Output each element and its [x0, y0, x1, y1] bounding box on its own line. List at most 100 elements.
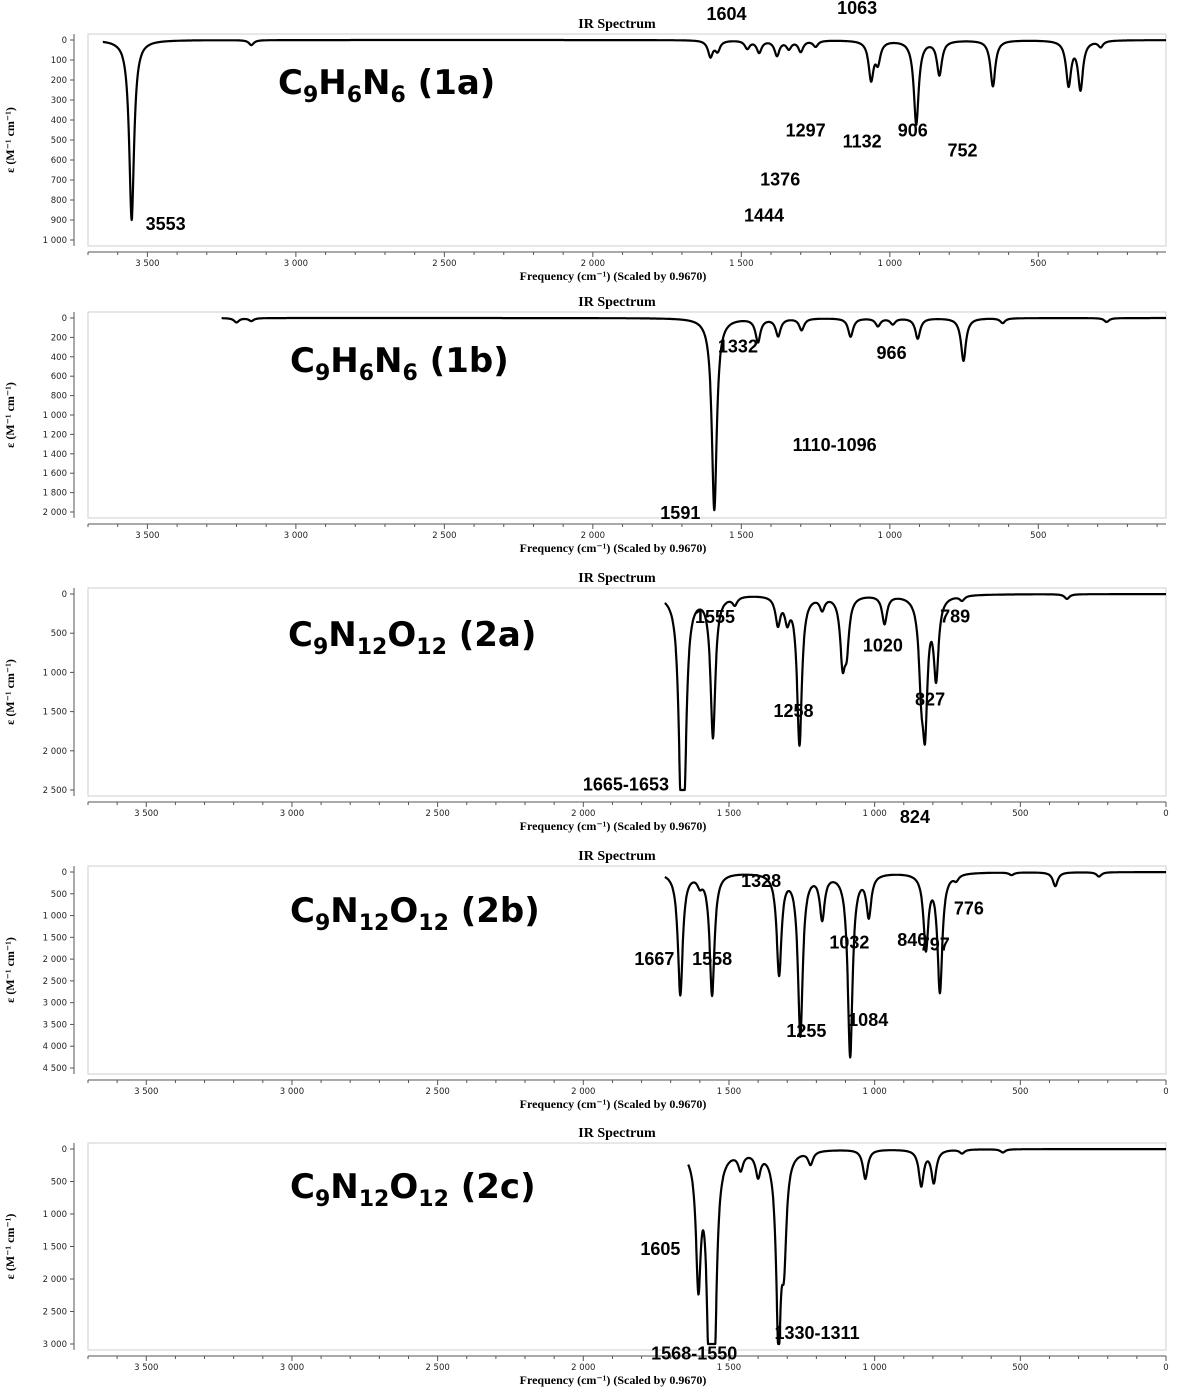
spectrum-panel-2: IR Spectrum 0 200 400 600 800 1 000 1 200 1 400 1…	[3, 120, 1167, 555]
y-tick-label: 600	[51, 156, 67, 166]
y-tick-label: 2 000	[43, 747, 67, 757]
x-tick-label: 3 500	[134, 1363, 158, 1373]
peak-label: 1328	[741, 871, 781, 891]
peak-label: 1063	[837, 0, 877, 18]
plot-frame	[87, 1142, 1167, 1351]
x-tick-label: 500	[1012, 809, 1028, 819]
x-axis-label: Frequency (cm⁻¹) (Scaled by 0.9670)	[520, 269, 707, 283]
peak-label: 1258	[773, 701, 813, 721]
y-tick-label: 100	[51, 56, 67, 66]
y-tick-label: 1 500	[43, 933, 67, 943]
x-tick-label: 1 000	[862, 1087, 886, 1097]
compound-label: C9H6N6 (1b)	[290, 341, 509, 386]
spectrum-panel-4: IR Spectrum 0 500 1 000 1 500 2 000 2 500 3 000…	[3, 635, 1169, 1111]
peak-label: 1110-1096	[793, 435, 877, 455]
compound-label: C9N12O12 (2a)	[288, 615, 536, 660]
y-tick-label: 2 000	[43, 955, 67, 965]
x-tick-label: 500	[1012, 1087, 1028, 1097]
x-tick-label: 0	[1163, 1087, 1168, 1097]
y-tick-label: 200	[51, 76, 67, 86]
peak-label: 1568-1550	[651, 1343, 737, 1363]
y-tick-label: 3 000	[43, 999, 67, 1009]
x-tick-label: 500	[1012, 1363, 1028, 1373]
spectrum-line	[687, 1148, 1167, 1346]
spectrum-panel-3: IR Spectrum 0 500 1 000 1 500 2 000 2 500 ε (M⁻…	[3, 336, 1169, 833]
y-tick-label: 1 600	[43, 469, 67, 479]
x-tick-label: 500	[1030, 531, 1046, 541]
y-tick-label: 2 500	[43, 786, 67, 796]
peak-label: 966	[877, 343, 907, 363]
peak-label: 1558	[692, 949, 732, 969]
x-tick-label: 1 000	[878, 259, 902, 269]
x-tick-label: 3 500	[134, 809, 158, 819]
y-tick-label: 1 200	[43, 430, 67, 440]
peak-label: 1297	[786, 121, 826, 141]
y-tick-label: 1 000	[43, 1210, 67, 1220]
peak-label: 840	[897, 930, 927, 950]
y-tick-label: 0	[62, 314, 67, 324]
x-axis-label: Frequency (cm⁻¹) (Scaled by 0.9670)	[520, 541, 707, 555]
x-tick-label: 2 000	[571, 809, 595, 819]
plot-frame	[87, 311, 1167, 519]
x-tick-label: 2 500	[432, 531, 456, 541]
y-tick-label: 1 000	[43, 668, 67, 678]
x-axis-label: Frequency (cm⁻¹) (Scaled by 0.9670)	[520, 819, 707, 833]
x-tick-label: 1 500	[729, 531, 753, 541]
chart-title: IR Spectrum	[578, 295, 656, 310]
y-tick-label: 3 000	[43, 1340, 67, 1350]
x-tick-label: 2 000	[571, 1087, 595, 1097]
y-tick-label: 500	[51, 1178, 67, 1188]
spectrum-line	[102, 38, 1167, 222]
y-tick-label: 4 500	[43, 1064, 67, 1074]
peak-label: 824	[900, 807, 930, 827]
y-tick-label: 2 500	[43, 977, 67, 987]
y-tick-label: 4 000	[43, 1042, 67, 1052]
plot-frame	[87, 865, 1167, 1075]
y-tick-label: 500	[51, 136, 67, 146]
x-axis-label: Frequency (cm⁻¹) (Scaled by 0.9670)	[520, 1373, 707, 1387]
peak-label: 1667	[634, 949, 674, 969]
peak-label: 1132	[843, 131, 882, 151]
chart-title: IR Spectrum	[578, 571, 656, 586]
peak-label: 797	[920, 935, 950, 955]
peak-label: 1255	[786, 1021, 826, 1041]
x-tick-label: 3 000	[284, 259, 308, 269]
x-tick-label: 1 500	[717, 1087, 741, 1097]
x-tick-label: 1 000	[862, 809, 886, 819]
peak-label: 1376	[760, 169, 800, 189]
y-tick-label: 1 000	[43, 411, 67, 421]
y-axis-label: ε (M⁻¹ cm⁻¹)	[3, 382, 17, 448]
plot-frame	[87, 33, 1167, 247]
chart-title: IR Spectrum	[578, 849, 656, 864]
x-tick-label: 2 500	[432, 259, 456, 269]
y-tick-label: 500	[51, 629, 67, 639]
x-tick-label: 3 500	[135, 259, 159, 269]
x-tick-label: 3 000	[280, 809, 304, 819]
y-tick-label: 200	[51, 333, 67, 343]
y-tick-label: 0	[62, 868, 67, 878]
y-axis-label: ε (M⁻¹ cm⁻¹)	[3, 937, 17, 1003]
y-axis-label: ε (M⁻¹ cm⁻¹)	[3, 1214, 17, 1280]
y-tick-label: 0	[62, 36, 67, 46]
x-tick-label: 2 500	[425, 1363, 449, 1373]
x-tick-label: 1 500	[729, 259, 753, 269]
y-axis-label: ε (M⁻¹ cm⁻¹)	[3, 107, 17, 173]
y-tick-label: 3 500	[43, 1020, 67, 1030]
y-tick-label: 600	[51, 372, 67, 382]
x-tick-label: 2 500	[425, 1087, 449, 1097]
x-tick-label: 1 000	[878, 531, 902, 541]
peak-label: 3553	[146, 214, 186, 234]
x-tick-label: 0	[1163, 1363, 1168, 1373]
y-tick-label: 1 500	[43, 708, 67, 718]
y-tick-label: 1 000	[43, 236, 67, 246]
peak-label: 1332	[718, 336, 758, 356]
y-tick-label: 2 000	[43, 1275, 67, 1285]
x-tick-label: 0	[1163, 809, 1168, 819]
peak-label: 1444	[744, 205, 784, 225]
y-tick-label: 400	[51, 353, 67, 363]
y-tick-label: 900	[51, 216, 67, 226]
x-tick-label: 1 500	[717, 809, 741, 819]
peak-label: 1020	[863, 635, 903, 655]
peak-label: 1591	[660, 503, 700, 523]
